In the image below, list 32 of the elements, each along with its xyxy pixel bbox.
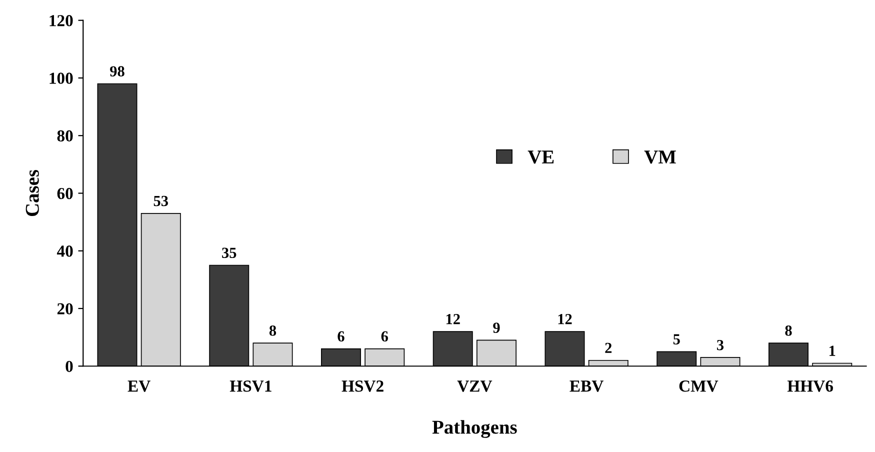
y-tick-label: 0 bbox=[66, 360, 73, 372]
data-label: 8 bbox=[269, 325, 276, 336]
x-tick-label: VZV bbox=[457, 380, 492, 392]
y-tick-label: 40 bbox=[56, 246, 73, 257]
x-tick-label: HSV1 bbox=[230, 380, 272, 392]
data-label: 2 bbox=[605, 342, 612, 353]
legend-label: VM bbox=[644, 150, 676, 164]
data-label: 6 bbox=[381, 331, 388, 342]
data-label: 1 bbox=[830, 346, 836, 356]
y-tick-label: 100 bbox=[50, 72, 73, 84]
y-axis-title: Cases bbox=[26, 170, 39, 216]
x-tick-label: HHV6 bbox=[787, 380, 833, 392]
y-tick-label: 20 bbox=[57, 303, 73, 314]
y-tick-label: 60 bbox=[57, 188, 73, 200]
data-label: 35 bbox=[222, 248, 236, 258]
legend-label: VE bbox=[528, 150, 554, 164]
data-label: 12 bbox=[446, 314, 460, 324]
data-label: 6 bbox=[338, 331, 344, 342]
data-label: 5 bbox=[673, 334, 680, 344]
data-label: 9 bbox=[493, 322, 500, 333]
x-tick-label: HSV2 bbox=[342, 380, 384, 392]
data-label: 53 bbox=[154, 196, 168, 206]
data-label: 12 bbox=[558, 314, 572, 324]
x-axis-title: Pathogens bbox=[432, 420, 517, 438]
y-tick-label: 80 bbox=[57, 130, 73, 142]
data-label: 3 bbox=[717, 340, 724, 350]
data-label: 98 bbox=[110, 66, 124, 76]
x-tick-label: EBV bbox=[570, 380, 604, 392]
data-label: 8 bbox=[785, 325, 792, 336]
x-tick-label: EV bbox=[128, 380, 150, 392]
x-tick-label: CMV bbox=[679, 380, 718, 392]
y-tick-label: 120 bbox=[50, 15, 73, 26]
